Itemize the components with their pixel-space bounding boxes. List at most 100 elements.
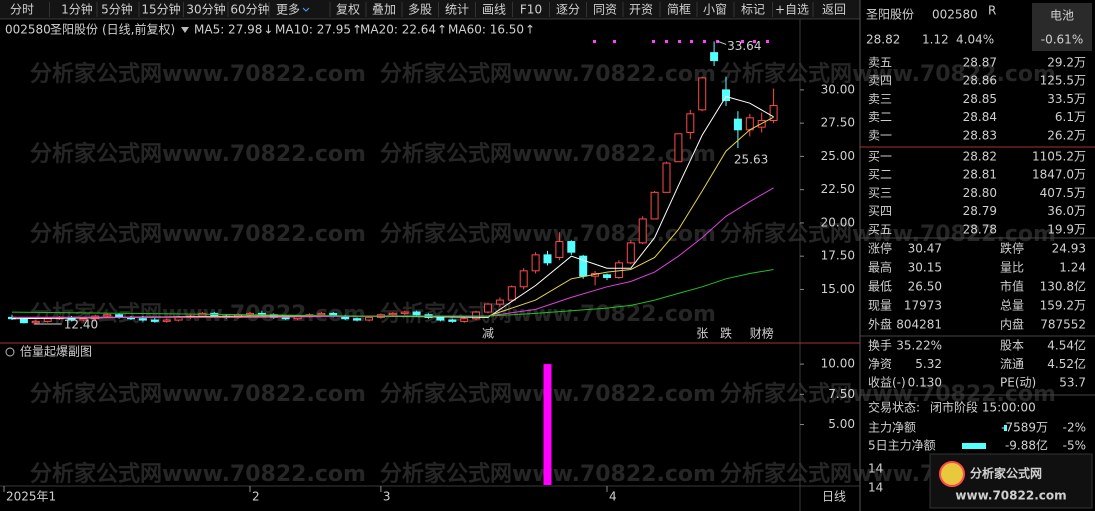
toolbar-button[interactable]: 返回 xyxy=(822,3,846,17)
book-volume: 1105.2万 xyxy=(1032,150,1086,164)
candle-body xyxy=(281,316,290,320)
toolbar-button[interactable]: 多股 xyxy=(408,3,432,17)
event-marker[interactable]: 跌 xyxy=(720,326,732,341)
book-volume: 407.5万 xyxy=(1040,186,1086,200)
sector-change[interactable]: -0.61% xyxy=(1041,33,1083,47)
candle-body xyxy=(388,312,397,316)
book-volume: 125.5万 xyxy=(1040,74,1086,88)
book-label: 卖五 xyxy=(868,56,892,70)
bar xyxy=(543,364,552,485)
legend-entry: MA20: 22.64 xyxy=(360,23,436,37)
toolbar-button[interactable]: 画线 xyxy=(482,3,506,17)
candle-body xyxy=(722,89,730,102)
fund-label: 换手 xyxy=(868,339,892,353)
event-marker[interactable]: 张 xyxy=(696,327,708,341)
stat-value: 804281 xyxy=(896,318,942,332)
y-tick-label: 20.00 xyxy=(821,215,855,229)
watermark: 分析家公式网www.70822.com xyxy=(720,381,1056,407)
book-volume: 26.2万 xyxy=(1047,128,1086,142)
candle-body xyxy=(31,320,40,324)
toolbar-button[interactable]: 开资 xyxy=(629,3,653,17)
toolbar-button[interactable]: 逐分 xyxy=(556,3,580,17)
fund-label: 股本 xyxy=(1000,339,1024,353)
candle-body xyxy=(686,113,695,133)
y-tick-label: 17.50 xyxy=(821,249,855,263)
annotation: 33.64 xyxy=(727,39,761,53)
toolbar-button[interactable]: 30分钟 xyxy=(186,2,225,17)
candle-body xyxy=(567,241,576,253)
y-tick-label: 7.50 xyxy=(828,387,855,401)
candle-body xyxy=(710,52,719,62)
candle-body xyxy=(507,286,516,301)
stat-label: 市值 xyxy=(1000,279,1024,294)
watermark: 分析家公式网www.70822.com xyxy=(30,381,366,407)
watermark: 分析家公式网www.70822.com xyxy=(380,61,716,87)
candle-body xyxy=(150,319,159,322)
candle-body xyxy=(198,312,207,317)
toolbar-button[interactable]: +自选 xyxy=(775,3,809,17)
toolbar-button[interactable]: 更多 xyxy=(276,3,300,17)
flow-bar xyxy=(962,443,986,449)
y-tick-label: 27.50 xyxy=(821,116,855,130)
toolbar xyxy=(0,0,860,19)
legend-entry: MA60: 16.50 xyxy=(448,23,524,37)
watermark: 分析家公式网www.70822.com xyxy=(30,61,366,87)
event-marker[interactable]: 减 xyxy=(482,327,494,341)
stat-value: 26.50 xyxy=(908,280,942,294)
ma-line xyxy=(12,116,774,318)
book-price: 28.82 xyxy=(963,150,997,164)
fund-value: 4.54亿 xyxy=(1047,338,1086,353)
toolbar-button[interactable]: 60分钟 xyxy=(230,2,269,17)
flow-bar xyxy=(1004,425,1007,431)
legend-trend: ↑ xyxy=(352,23,362,37)
toolbar-button[interactable]: 1分钟 xyxy=(61,2,93,17)
candle-body xyxy=(662,162,671,193)
toolbar-button[interactable]: 简框 xyxy=(667,3,691,17)
period-label: 日线 xyxy=(822,490,846,504)
candle-body xyxy=(555,241,564,259)
sector-name[interactable]: 电池 xyxy=(1050,9,1074,23)
toolbar-button[interactable]: 叠加 xyxy=(372,3,396,17)
toolbar-button[interactable]: 小窗 xyxy=(703,3,727,17)
candle-body xyxy=(769,105,778,121)
toolbar-button[interactable]: 标记 xyxy=(741,3,765,17)
flow-value: -9.88亿 xyxy=(1005,438,1048,453)
toolbar-button[interactable]: 分时 xyxy=(10,3,34,17)
candle-body xyxy=(626,242,635,264)
toolbar-button[interactable]: 复权 xyxy=(336,3,360,17)
stat-label: 跌停 xyxy=(1000,241,1024,256)
partial-row: 14 xyxy=(868,481,883,495)
candle-body xyxy=(436,316,445,321)
quote-flag: R xyxy=(988,4,996,18)
toolbar-button[interactable]: 15分钟 xyxy=(141,2,180,17)
sector-box[interactable] xyxy=(1032,3,1092,51)
toolbar-button[interactable]: 统计 xyxy=(445,3,469,17)
y-tick-label: 22.50 xyxy=(821,182,855,196)
toolbar-button[interactable]: 5分钟 xyxy=(101,2,133,17)
book-volume: 19.9万 xyxy=(1047,222,1086,236)
book-volume: 29.2万 xyxy=(1047,56,1086,70)
x-tick-label: 2 xyxy=(252,490,260,504)
candle-body xyxy=(698,77,707,111)
toolbar-button[interactable]: 同资 xyxy=(593,3,617,17)
watermark: 分析家公式网www.70822.com xyxy=(380,221,716,247)
stat-value: 24.93 xyxy=(1052,242,1086,256)
x-tick-label: 4 xyxy=(609,490,617,504)
candle-body xyxy=(103,314,112,317)
quote-price: 28.82 xyxy=(866,33,900,47)
candle-body xyxy=(603,274,611,278)
event-marker[interactable]: 财榜 xyxy=(750,326,774,341)
candle-body xyxy=(543,254,552,264)
stat-label: 最低 xyxy=(868,280,892,294)
book-volume: 1847.0万 xyxy=(1032,168,1086,182)
fund-label: PE(动) xyxy=(1000,376,1036,390)
toolbar-button[interactable]: F10 xyxy=(520,3,542,17)
quote-code: 002580 xyxy=(932,8,978,22)
fund-value: 5.32 xyxy=(915,357,942,371)
pane-menu-icon xyxy=(5,347,15,357)
book-price: 28.86 xyxy=(963,74,997,88)
candle-body xyxy=(412,311,421,316)
watermark: 分析家公式网www.70822.com xyxy=(720,221,1056,247)
stat-label: 最高 xyxy=(868,260,892,275)
